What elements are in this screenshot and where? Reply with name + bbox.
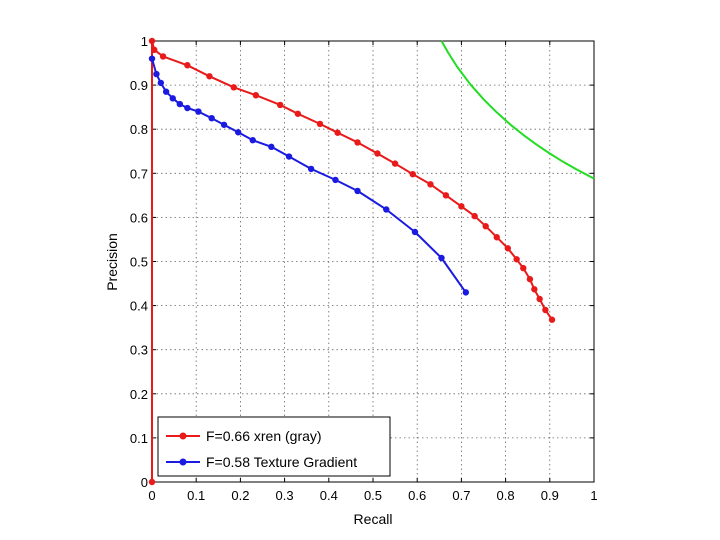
data-point bbox=[458, 203, 465, 210]
data-point bbox=[307, 165, 315, 173]
data-point bbox=[220, 121, 228, 128]
data-point bbox=[249, 137, 256, 144]
data-point bbox=[332, 176, 339, 184]
data-point bbox=[354, 139, 361, 146]
data-point bbox=[294, 110, 302, 117]
data-point bbox=[151, 46, 158, 54]
data-point bbox=[520, 264, 527, 272]
y-tick-label: 0.2 bbox=[130, 387, 148, 402]
data-point bbox=[195, 108, 202, 115]
data-point bbox=[184, 104, 191, 112]
x-tick-label: 0.8 bbox=[497, 488, 515, 503]
data-point bbox=[442, 192, 450, 199]
data-point bbox=[334, 129, 341, 136]
data-point bbox=[184, 62, 191, 69]
data-point bbox=[542, 306, 549, 314]
data-point bbox=[471, 212, 478, 220]
y-tick-label: 0.1 bbox=[130, 431, 148, 446]
data-point bbox=[531, 286, 538, 293]
data-point bbox=[234, 129, 242, 136]
data-point bbox=[208, 114, 215, 122]
series-xren bbox=[148, 37, 556, 486]
legend: F=0.66 xren (gray) F=0.58 Texture Gradie… bbox=[157, 416, 391, 477]
data-point bbox=[176, 100, 184, 108]
legend-label-xren: F=0.66 xren (gray) bbox=[206, 428, 322, 444]
y-tick-label: 0 bbox=[141, 475, 148, 490]
data-point bbox=[409, 170, 416, 178]
x-tick-label: 0.7 bbox=[452, 488, 470, 503]
y-tick-label: 0.8 bbox=[130, 122, 148, 137]
data-point bbox=[162, 88, 170, 95]
data-point bbox=[374, 150, 381, 157]
y-axis-label: Precision bbox=[104, 233, 120, 291]
data-point bbox=[276, 101, 284, 109]
x-tick-label: 0.6 bbox=[408, 488, 426, 503]
data-point bbox=[383, 206, 390, 213]
axis-ticks: 0 0.1 0.2 0.3 0.4 0.5 0.6 0.7 0.8 0.9 1 0 0.1 0.2 0.3 0… bbox=[130, 34, 598, 503]
legend-label-texture: F=0.58 Texture Gradient bbox=[206, 454, 357, 470]
x-axis-label: Recall bbox=[354, 511, 393, 527]
x-tick-label: 0.2 bbox=[231, 488, 249, 503]
data-point bbox=[148, 55, 156, 62]
x-tick-label: 1 bbox=[590, 488, 597, 503]
legend-marker-xren bbox=[179, 432, 187, 440]
data-point bbox=[157, 79, 165, 87]
x-tick-label: 0.9 bbox=[541, 488, 559, 503]
data-point bbox=[438, 254, 445, 262]
series-f-contour bbox=[440, 40, 595, 180]
series-group bbox=[148, 37, 595, 486]
y-tick-label: 0.9 bbox=[130, 78, 148, 93]
data-point bbox=[427, 181, 434, 188]
data-point bbox=[411, 228, 419, 236]
data-point bbox=[268, 143, 275, 151]
data-point bbox=[526, 275, 534, 283]
data-point bbox=[391, 160, 399, 167]
x-tick-label: 0.5 bbox=[364, 488, 382, 503]
x-tick-label: 0.4 bbox=[320, 488, 338, 503]
series-texture-gradient bbox=[148, 55, 470, 296]
data-point bbox=[285, 153, 293, 160]
data-point bbox=[206, 73, 213, 80]
data-point bbox=[354, 187, 361, 195]
x-tick-label: 0 bbox=[148, 488, 155, 503]
data-point bbox=[462, 289, 470, 296]
data-point bbox=[159, 53, 167, 60]
data-point bbox=[536, 295, 543, 303]
data-point bbox=[493, 234, 500, 241]
legend-marker-texture bbox=[179, 458, 187, 466]
data-point bbox=[252, 92, 260, 99]
data-point bbox=[169, 95, 176, 102]
data-point bbox=[148, 37, 156, 45]
data-point bbox=[482, 223, 489, 230]
data-point bbox=[148, 478, 156, 486]
y-tick-label: 0.7 bbox=[130, 166, 148, 181]
grid bbox=[152, 41, 594, 482]
y-tick-label: 0.6 bbox=[130, 210, 148, 225]
x-tick-label: 0.3 bbox=[276, 488, 294, 503]
x-tick-label: 0.1 bbox=[187, 488, 205, 503]
data-point bbox=[513, 256, 520, 263]
data-point bbox=[230, 84, 237, 91]
y-tick-label: 0.5 bbox=[130, 255, 148, 270]
data-point bbox=[153, 70, 160, 78]
y-tick-label: 0.4 bbox=[130, 299, 148, 314]
series-texture-gradient-line bbox=[151, 58, 467, 293]
data-point bbox=[504, 245, 512, 252]
y-tick-label: 1 bbox=[141, 34, 148, 49]
y-tick-label: 0.3 bbox=[130, 343, 148, 358]
series-f-contour-line bbox=[440, 40, 595, 180]
data-point bbox=[548, 316, 556, 323]
data-point bbox=[316, 120, 324, 128]
legend-box bbox=[157, 416, 391, 477]
